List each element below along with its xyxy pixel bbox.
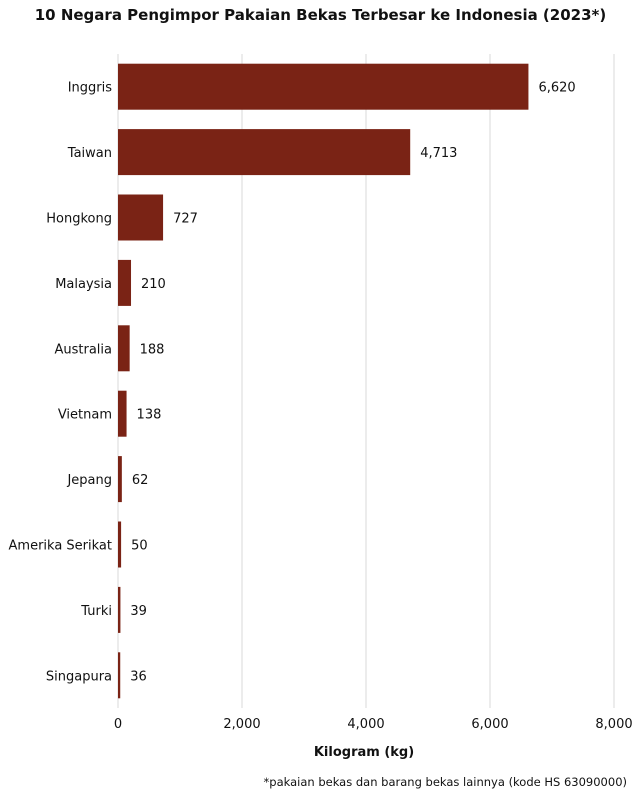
bar-jepang [118, 456, 122, 503]
category-label: Amerika Serikat [9, 539, 112, 554]
category-label: Singapura [46, 669, 112, 684]
x-tick-label: 8,000 [595, 717, 632, 732]
value-label: 138 [137, 408, 162, 423]
value-label: 62 [132, 473, 149, 488]
bar-australia [118, 325, 130, 372]
bar-singapura [118, 652, 121, 699]
value-label: 210 [141, 277, 166, 292]
value-label: 39 [130, 604, 147, 619]
category-label: Inggris [68, 81, 113, 96]
x-tick-label: 0 [114, 717, 122, 732]
x-tick-label: 6,000 [471, 717, 508, 732]
footnote: *pakaian bekas dan barang bekas lainnya … [263, 775, 627, 789]
chart-title: 10 Negara Pengimpor Pakaian Bekas Terbes… [34, 6, 607, 24]
value-label: 6,620 [538, 81, 575, 96]
bar-inggris [118, 63, 529, 110]
bars [118, 63, 529, 699]
value-label: 188 [140, 342, 165, 357]
bar-malaysia [118, 259, 132, 306]
value-label: 727 [173, 212, 198, 227]
value-label: 4,713 [420, 146, 457, 161]
category-label: Jepang [66, 473, 112, 488]
x-axis-title: Kilogram (kg) [314, 745, 414, 760]
labels: 0 2,000 4,000 6,000 8,000 Inggris 6,620 Taiwan 4… [9, 81, 633, 732]
category-label: Vietnam [58, 408, 112, 423]
category-label: Australia [54, 342, 112, 357]
bar-taiwan [118, 129, 411, 176]
category-label: Hongkong [46, 212, 112, 227]
category-label: Turki [80, 604, 112, 619]
bar-amerika-serikat [118, 521, 122, 568]
bar-turki [118, 586, 121, 633]
bar-vietnam [118, 390, 127, 437]
x-tick-label: 4,000 [347, 717, 384, 732]
value-label: 50 [131, 539, 148, 554]
bar-hongkong [118, 194, 164, 241]
category-label: Malaysia [55, 277, 112, 292]
value-label: 36 [130, 669, 147, 684]
x-tick-label: 2,000 [223, 717, 260, 732]
category-label: Taiwan [67, 146, 112, 161]
